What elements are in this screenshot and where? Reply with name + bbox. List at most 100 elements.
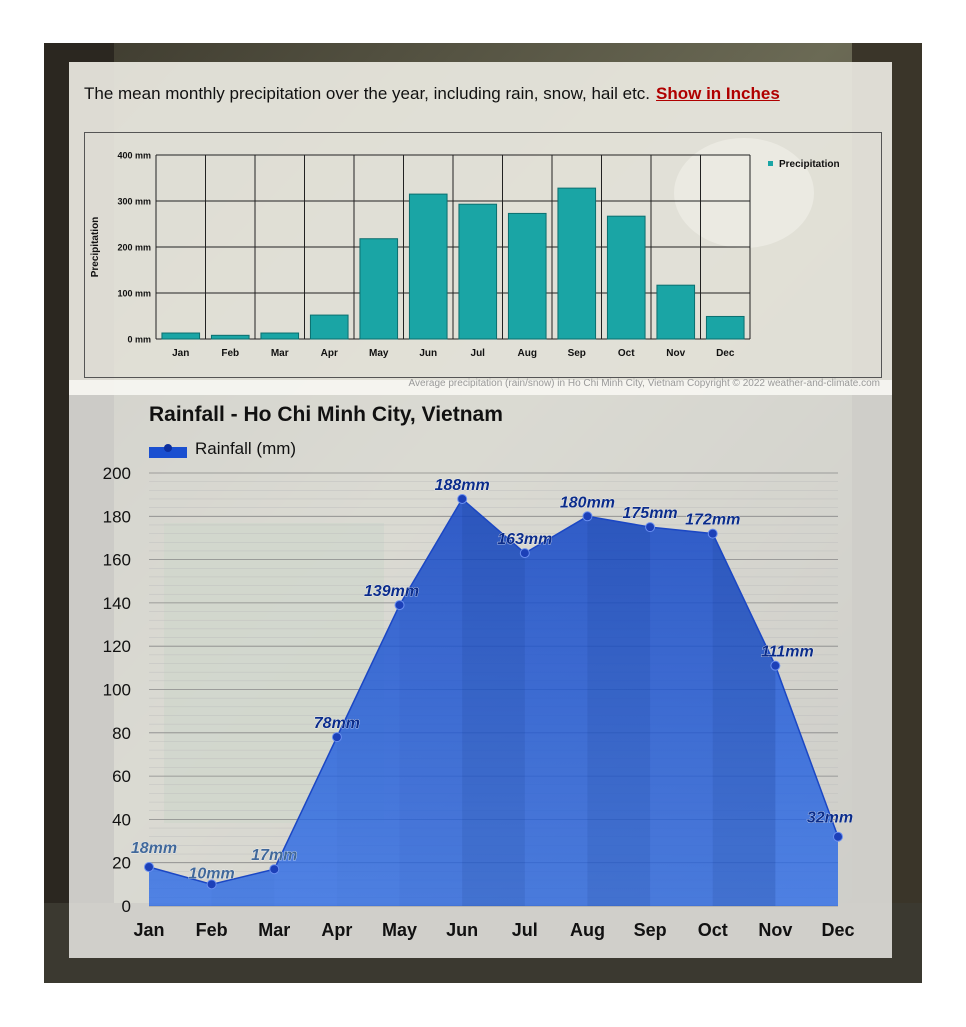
area-month-band bbox=[524, 498, 588, 906]
area-x-tick-label: Dec bbox=[821, 920, 854, 940]
area-y-tick-label: 60 bbox=[112, 767, 131, 786]
area-x-tick-label: Jan bbox=[133, 920, 164, 940]
rainfall-data-label: 111mm bbox=[761, 644, 814, 661]
bar-x-tick-label: Apr bbox=[321, 348, 338, 359]
area-y-tick-label: 180 bbox=[103, 507, 131, 526]
rainfall-data-label: 163mm bbox=[497, 531, 552, 548]
rainfall-point-jun bbox=[457, 493, 468, 504]
bar-aug bbox=[507, 212, 547, 340]
bar-chart-svg: 0 mm 100 mm 200 mm 300 mm 400 mm Jan Feb Mar Apr… bbox=[84, 132, 882, 378]
rainfall-data-label: 18mm bbox=[131, 840, 177, 857]
area-legend-swatch bbox=[149, 447, 187, 458]
area-month-band bbox=[587, 498, 651, 906]
area-month-band bbox=[650, 498, 713, 906]
area-legend-label: Rainfall (mm) bbox=[195, 439, 296, 458]
rainfall-data-label: 139mm bbox=[364, 583, 419, 600]
rainfall-point-may bbox=[394, 600, 405, 611]
rainfall-point-nov bbox=[770, 660, 781, 671]
chart-caption: Average precipitation (rain/snow) in Ho … bbox=[408, 378, 880, 389]
bar-x-tick-label: Oct bbox=[618, 348, 635, 359]
show-in-inches-link[interactable]: Show in Inches bbox=[656, 84, 780, 103]
area-y-tick-label: 80 bbox=[112, 724, 131, 743]
rainfall-data-label: 17mm bbox=[251, 847, 297, 864]
area-y-tick-label: 20 bbox=[112, 854, 131, 873]
bar-jun bbox=[408, 193, 448, 340]
bar-mar bbox=[260, 332, 300, 340]
area-month-band bbox=[462, 498, 525, 906]
bar-x-tick-label: May bbox=[369, 348, 389, 359]
bar-feb bbox=[210, 334, 250, 340]
rainfall-data-label: 175mm bbox=[623, 505, 678, 522]
precipitation-bar-chart: 0 mm 100 mm 200 mm 300 mm 400 mm Jan Feb Mar Apr… bbox=[84, 132, 882, 378]
rainfall-data-label: 78mm bbox=[314, 715, 360, 732]
rainfall-data-label: 32mm bbox=[807, 810, 853, 827]
bar-chart-frame bbox=[84, 132, 882, 378]
bar-x-tick-label: Sep bbox=[568, 348, 586, 359]
area-x-tick-label: May bbox=[382, 920, 417, 940]
bar-dec bbox=[705, 315, 745, 340]
rainfall-point-mar bbox=[269, 864, 280, 875]
bar-jan bbox=[161, 332, 201, 340]
bar-x-tick-label: Feb bbox=[221, 348, 239, 359]
rainfall-point-jan bbox=[144, 862, 154, 873]
bar-x-tick-label: Aug bbox=[518, 348, 537, 359]
bar-x-tick-label: Jun bbox=[419, 348, 437, 359]
bar-apr bbox=[309, 314, 349, 340]
area-x-tick-label: Nov bbox=[758, 920, 792, 940]
bar-sep bbox=[557, 187, 597, 340]
bar-nov bbox=[656, 284, 696, 340]
rainfall-line bbox=[148, 497, 839, 886]
bar-legend-swatch bbox=[768, 161, 773, 166]
bar-x-tick-label: Jan bbox=[172, 348, 189, 359]
bar-legend-label: Precipitation bbox=[779, 159, 840, 170]
rainfall-data-label: 188mm bbox=[435, 477, 490, 494]
rainfall-point-feb bbox=[206, 879, 217, 890]
bar-x-tick-label: Jul bbox=[471, 348, 486, 359]
bar-jul bbox=[458, 203, 498, 340]
area-chart-svg: 0 20 40 60 80 100 120 140 160 180 200 18mm Jan 10mm Fe… bbox=[103, 403, 855, 940]
area-x-tick-label: Mar bbox=[258, 920, 290, 940]
bar-y-axis-label: Precipitation bbox=[90, 217, 101, 278]
area-x-tick-label: Sep bbox=[634, 920, 667, 940]
area-x-tick-label: Apr bbox=[321, 920, 352, 940]
bar-y-tick-label: 0 mm bbox=[127, 335, 151, 345]
rainfall-point-dec bbox=[833, 831, 843, 842]
area-x-tick-label: Feb bbox=[196, 920, 228, 940]
area-month-band bbox=[712, 498, 776, 906]
bar-y-tick-label: 100 mm bbox=[117, 289, 151, 299]
bar-oct bbox=[606, 215, 646, 340]
rainfall-data-label: 180mm bbox=[560, 494, 615, 511]
bar-x-tick-label: Mar bbox=[271, 348, 289, 359]
area-x-tick-label: Jul bbox=[512, 920, 538, 940]
bar-x-tick-label: Dec bbox=[716, 348, 735, 359]
rainfall-point-aug bbox=[582, 511, 593, 522]
area-y-tick-label: 100 bbox=[103, 681, 131, 700]
area-y-tick-label: 160 bbox=[103, 551, 131, 570]
rainfall-point-oct bbox=[707, 528, 718, 539]
rainfall-point-apr bbox=[331, 732, 342, 743]
area-y-tick-label: 0 bbox=[122, 897, 131, 916]
area-x-tick-label: Oct bbox=[698, 920, 728, 940]
area-y-tick-label: 40 bbox=[112, 810, 131, 829]
area-y-tick-label: 200 bbox=[103, 464, 131, 483]
area-y-tick-label: 140 bbox=[103, 594, 131, 613]
rainfall-area-chart: 0 20 40 60 80 100 120 140 160 180 200 18mm Jan 10mm Fe… bbox=[69, 380, 892, 963]
area-month-band bbox=[399, 498, 463, 906]
area-x-tick-label: Aug bbox=[570, 920, 605, 940]
area-y-tick-label: 120 bbox=[103, 637, 131, 656]
area-chart-title: Rainfall - Ho Chi Minh City, Vietnam bbox=[149, 403, 503, 426]
bar-y-tick-label: 300 mm bbox=[117, 197, 151, 207]
rainfall-data-label: 10mm bbox=[189, 865, 235, 882]
rainfall-point-jul bbox=[519, 548, 530, 559]
area-legend-marker bbox=[164, 444, 172, 452]
bar-y-tick-label: 200 mm bbox=[117, 243, 151, 253]
intro-text: The mean monthly precipitation over the … bbox=[84, 84, 651, 103]
rainfall-data-label: 172mm bbox=[685, 512, 740, 529]
intro-paragraph: The mean monthly precipitation over the … bbox=[84, 84, 780, 104]
area-x-tick-label: Jun bbox=[446, 920, 478, 940]
rainfall-point-sep bbox=[645, 522, 656, 533]
bar-y-tick-label: 400 mm bbox=[117, 151, 151, 161]
bar-x-tick-label: Nov bbox=[666, 348, 685, 359]
bar-may bbox=[359, 238, 399, 340]
rainfall-area bbox=[149, 498, 838, 906]
